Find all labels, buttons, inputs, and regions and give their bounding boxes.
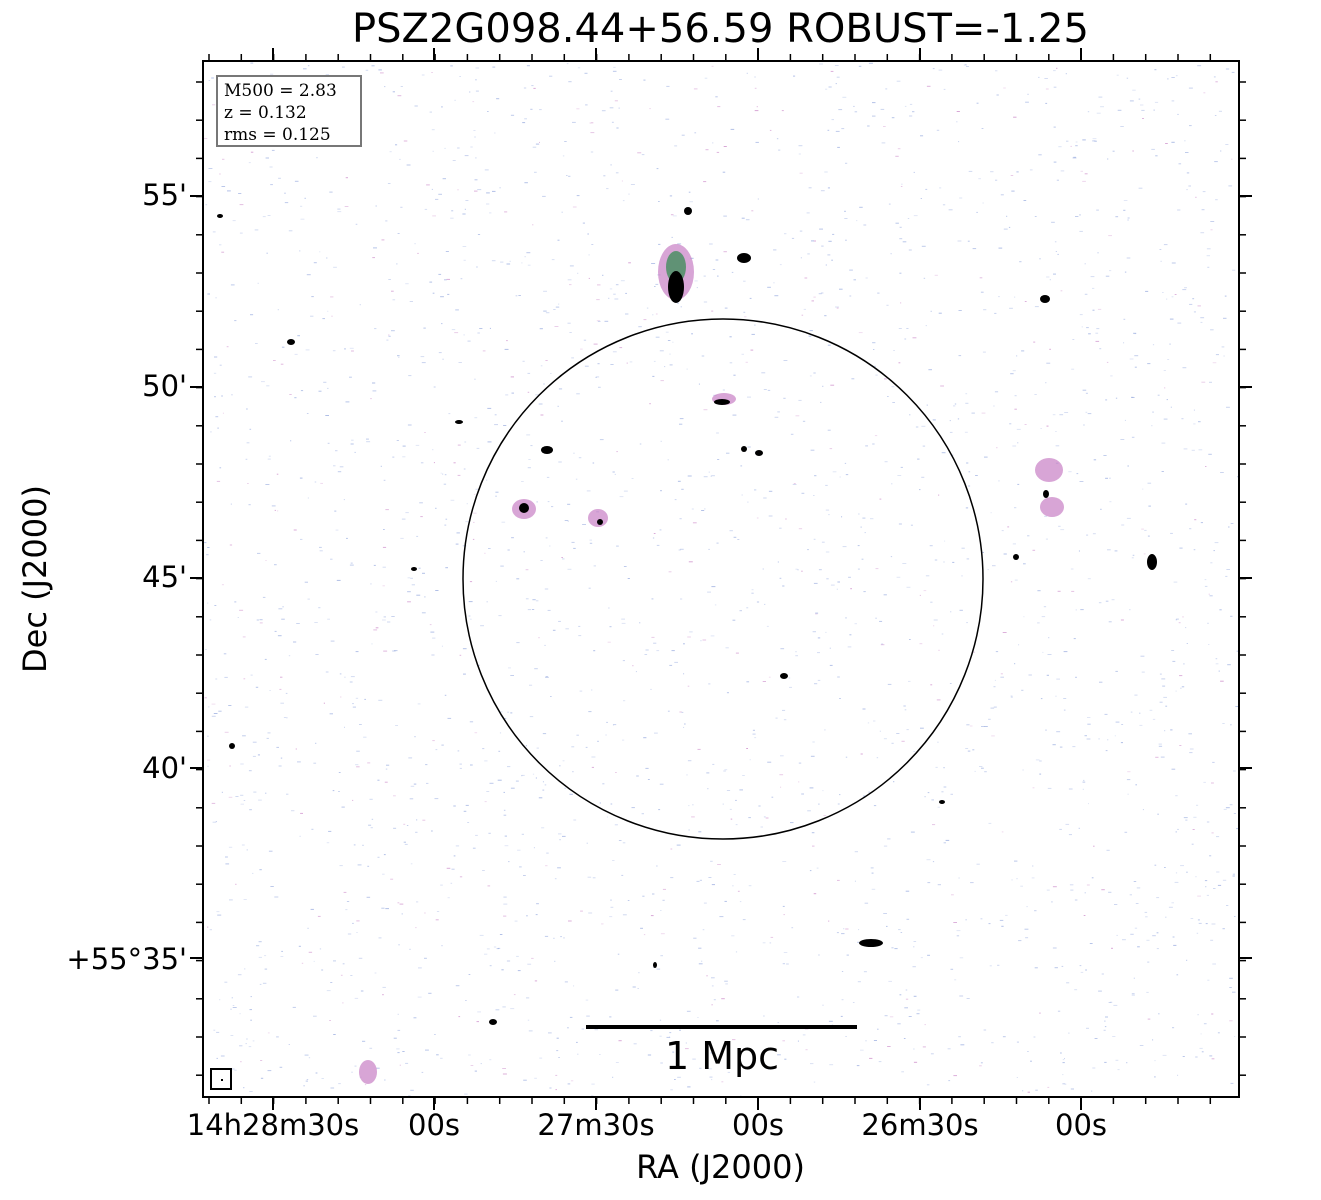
x-tick-label: 00s (1054, 1108, 1108, 1142)
compact-radio-source (1040, 295, 1050, 303)
extended-emission-blob (588, 509, 608, 527)
compact-radio-source (217, 214, 223, 218)
x-tick-label: 27m30s (537, 1108, 655, 1142)
y-tick-label: 40' (142, 751, 187, 785)
compact-radio-source (939, 800, 945, 804)
compact-radio-source (780, 673, 788, 679)
radio-image (204, 62, 1238, 1096)
compact-radio-source (714, 399, 730, 405)
compact-radio-source (684, 207, 692, 215)
y-tick-label: 50' (142, 369, 187, 403)
source-layer (217, 207, 1157, 1025)
r500-circle (462, 318, 984, 840)
extended-emission-blob (359, 1060, 377, 1084)
compact-radio-source (653, 962, 657, 968)
compact-radio-source (489, 1019, 497, 1025)
x-tick-label: 00s (407, 1108, 461, 1142)
y-tick-label: 45' (142, 560, 187, 594)
compact-radio-source (541, 446, 553, 454)
compact-radio-source (737, 253, 751, 263)
x-axis-title: RA (J2000) (636, 1148, 805, 1186)
compact-radio-source (755, 450, 763, 456)
compact-radio-source (455, 420, 463, 424)
x-tick-label: 14h28m30s (186, 1108, 360, 1142)
emission-layer (359, 244, 1064, 1084)
rms-text: rms = 0.125 (224, 125, 331, 145)
cluster-info-box: M500 = 2.83 z = 0.132 rms = 0.125 (216, 75, 362, 147)
compact-radio-source (859, 939, 883, 947)
scale-bar-label: 1 Mpc (664, 1034, 780, 1078)
beam-indicator (210, 1068, 232, 1090)
y-axis-title: Dec (J2000) (16, 485, 54, 673)
compact-radio-source (411, 567, 417, 571)
compact-radio-source (1043, 490, 1049, 498)
extended-emission-blob (1040, 497, 1064, 517)
x-tick-label: 00s (731, 1108, 785, 1142)
compact-radio-source (287, 339, 295, 345)
y-tick-label: 55' (142, 178, 187, 212)
y-tick-label: +55°35' (66, 942, 187, 976)
compact-radio-source (229, 743, 235, 749)
radio-image-panel (202, 60, 1240, 1098)
noise-speckle-layer (204, 62, 1238, 1096)
compact-radio-source (741, 446, 747, 452)
redshift-text: z = 0.132 (224, 103, 307, 123)
m500-text: M500 = 2.83 (224, 81, 337, 101)
extended-emission-blob (1035, 458, 1063, 482)
compact-radio-source (1013, 554, 1019, 560)
x-tick-label: 26m30s (861, 1108, 979, 1142)
plot-title: PSZ2G098.44+56.59 ROBUST=-1.25 (352, 6, 1089, 52)
compact-radio-source (597, 519, 603, 525)
compact-radio-source (668, 271, 684, 303)
compact-radio-source (1147, 554, 1157, 570)
compact-radio-source (519, 503, 529, 513)
